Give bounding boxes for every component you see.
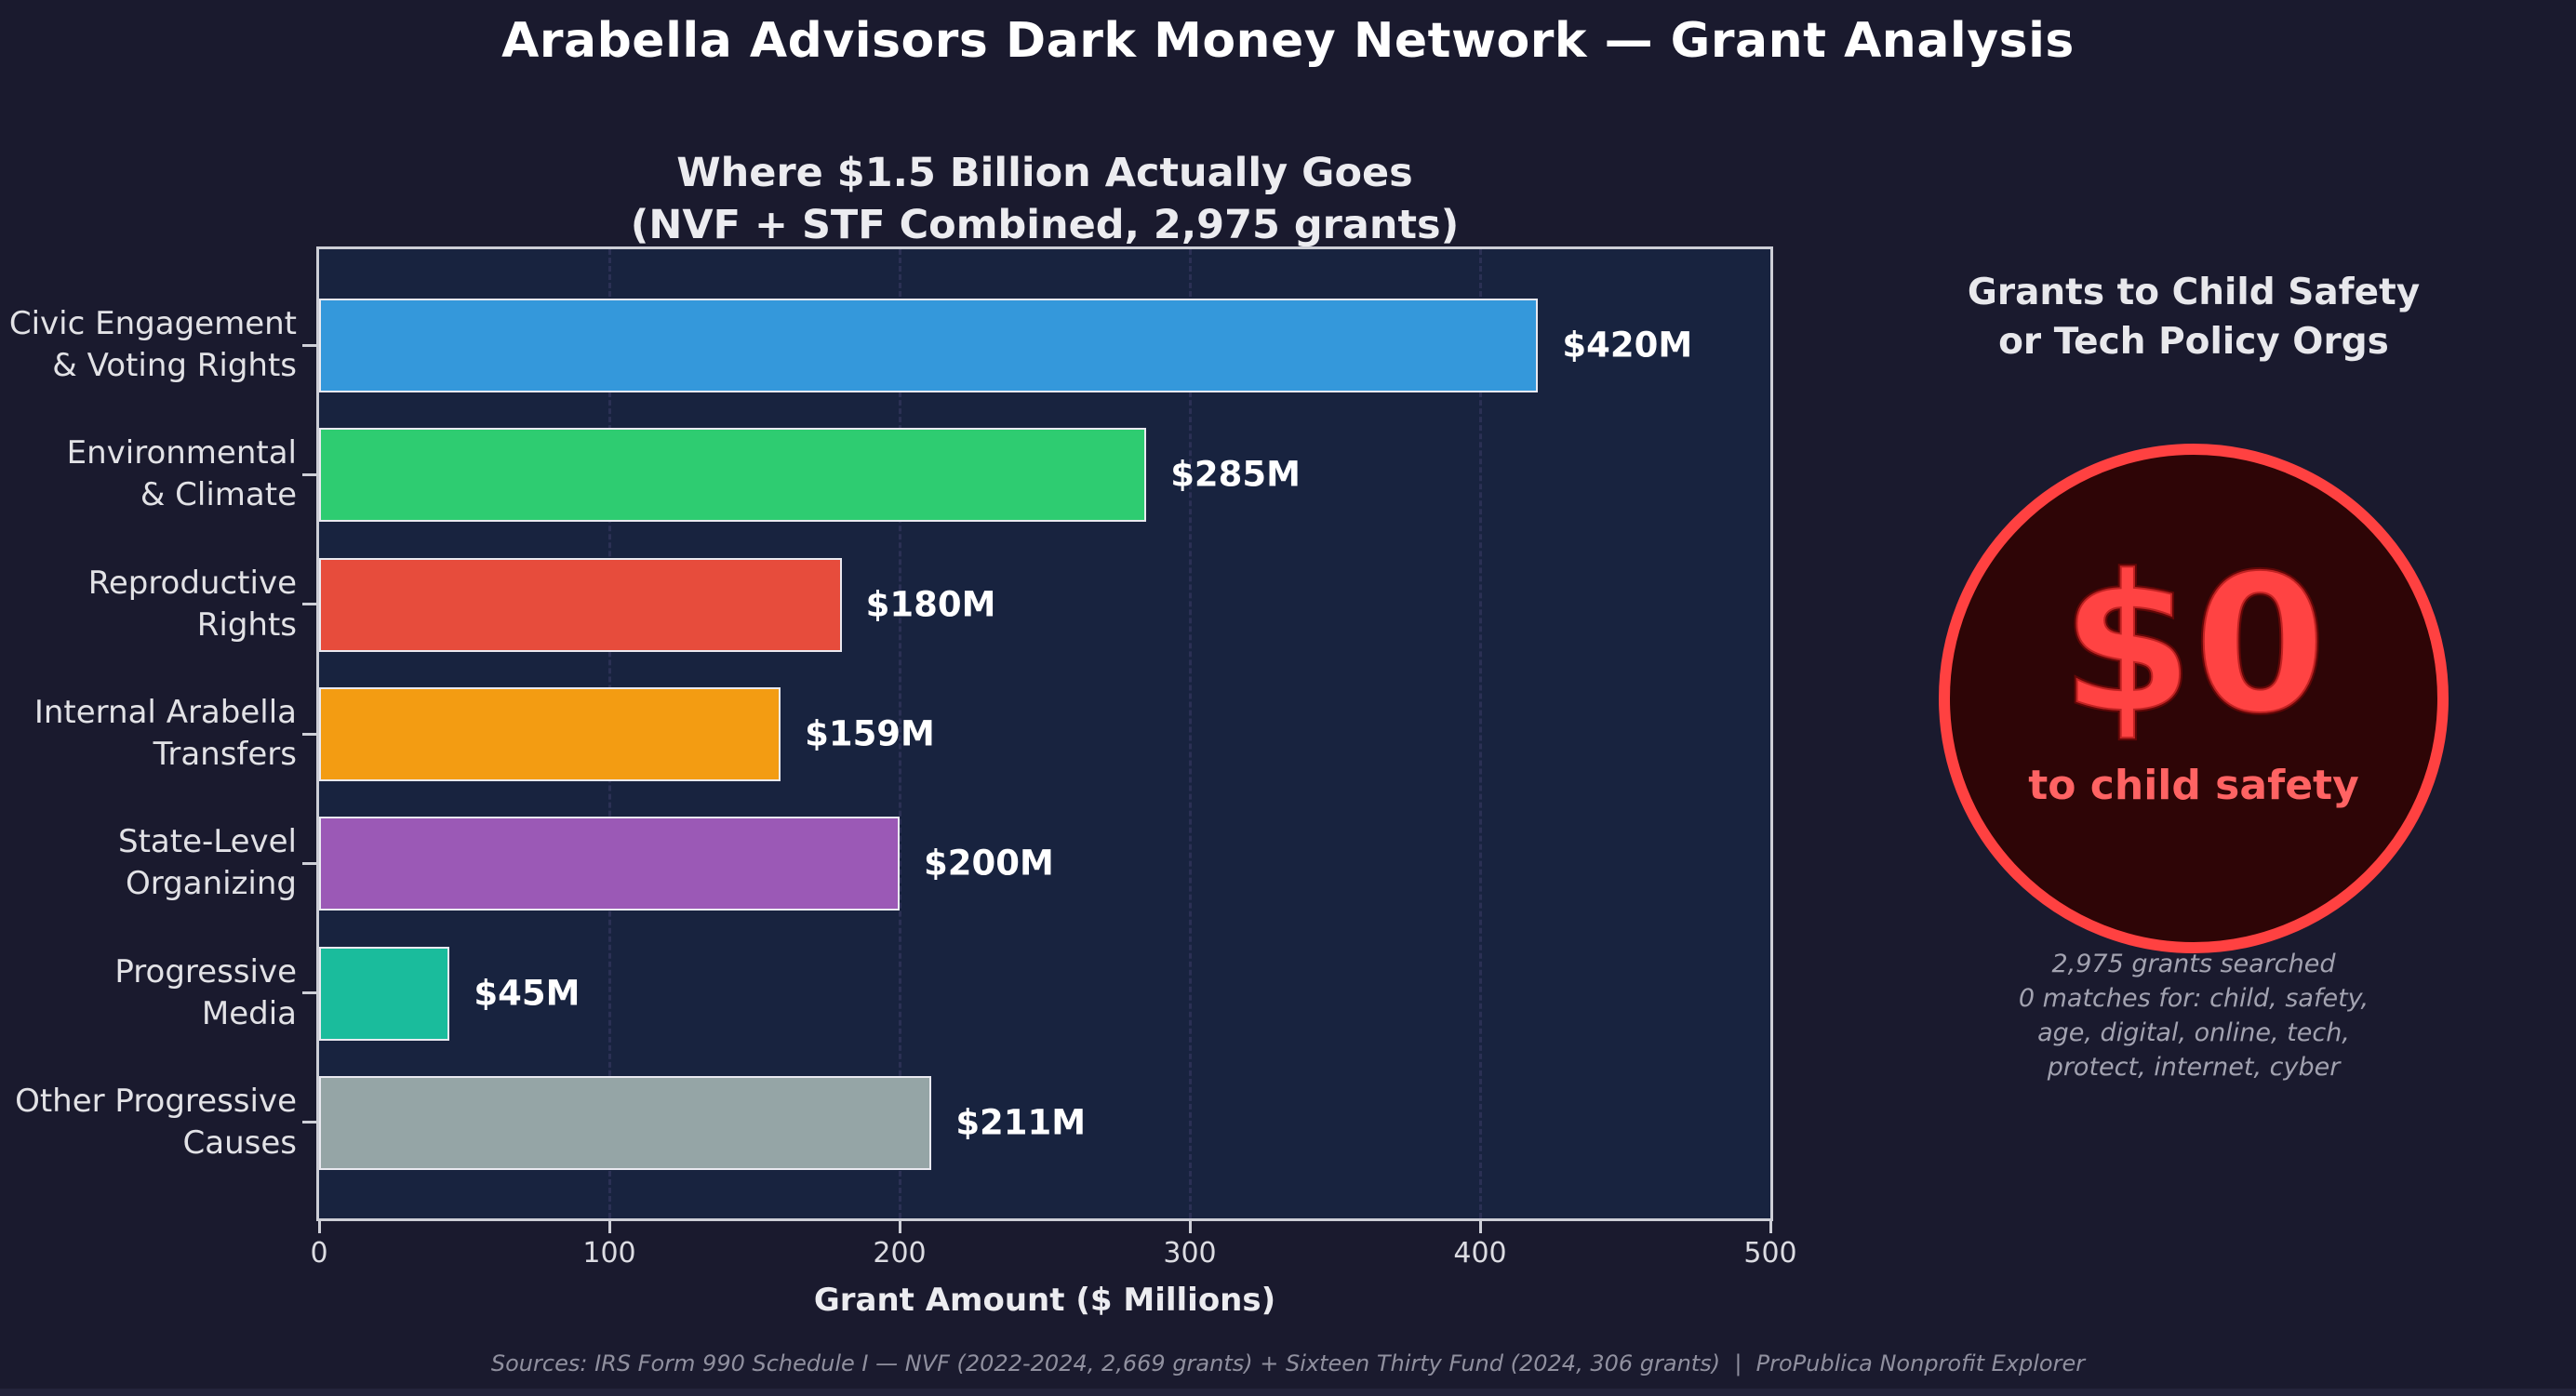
category-label: State-Level Organizing	[118, 821, 297, 905]
category-label-line: Transfers	[153, 736, 297, 773]
x-tick-label: 0	[310, 1237, 328, 1270]
bar-value-label: $200M	[924, 843, 1054, 884]
x-tick-label: 200	[873, 1237, 927, 1270]
grant-bar	[319, 557, 842, 652]
y-tick	[302, 343, 319, 347]
grant-bar	[319, 428, 1147, 523]
x-tick	[317, 1221, 321, 1233]
category-label: Reproductive Rights	[88, 563, 297, 646]
y-tick	[302, 472, 319, 476]
bar-value-label: $211M	[955, 1102, 1087, 1143]
bar-value-label: $285M	[1170, 454, 1301, 495]
bar-value-label: $180M	[865, 584, 996, 625]
y-tick	[302, 732, 319, 736]
y-tick	[302, 991, 319, 995]
x-axis-label: Grant Amount ($ Millions)	[813, 1282, 1276, 1319]
category-label-line: Reproductive	[87, 564, 297, 602]
category-label-line: Progressive	[114, 952, 297, 990]
zero-caption: to child safety	[2028, 762, 2359, 809]
chart-title-line: Where $1.5 Billion Actually Goes	[676, 150, 1413, 196]
x-tick-label: 500	[1743, 1237, 1797, 1270]
grant-bar	[319, 299, 1539, 393]
category-label-line: State-Level	[117, 823, 297, 861]
category-label: Civic Engagement & Voting Rights	[9, 303, 297, 387]
category-label: Internal Arabella Transfers	[34, 692, 297, 776]
category-label-line: Other Progressive	[15, 1082, 297, 1120]
x-tick-label: 300	[1163, 1237, 1217, 1270]
search-note: 2,975 grants searched 0 matches for: chil…	[1915, 947, 2473, 1084]
category-label-line: Causes	[182, 1123, 297, 1162]
bar-value-label: $420M	[1562, 325, 1693, 366]
category-label-line: Organizing	[126, 865, 297, 903]
chart-title-line: (NVF + STF Combined, 2,975 grants)	[630, 202, 1460, 248]
y-tick	[302, 603, 319, 606]
category-label-line: Civic Engagement	[8, 305, 297, 343]
category-label-line: & Climate	[140, 476, 297, 514]
category-label: Progressive Media	[114, 951, 297, 1035]
category-label: Environmental & Climate	[67, 432, 297, 516]
source-footer: Sources: IRS Form 990 Schedule I — NVF (…	[490, 1350, 2086, 1376]
category-label-line: Internal Arabella	[33, 694, 297, 731]
x-tick	[1188, 1221, 1192, 1233]
zero-dollars-circle: $0 to child safety	[1939, 444, 2449, 953]
bottom-edge-strip	[0, 1389, 2576, 1396]
x-tick	[898, 1221, 901, 1233]
grant-bar	[319, 817, 900, 911]
category-label-line: & Voting Rights	[52, 347, 297, 385]
category-label-line: Media	[201, 994, 297, 1032]
grant-bar	[319, 687, 781, 781]
search-note-line: protect, internet, cyber	[2047, 1053, 2341, 1082]
search-note-line: 2,975 grants searched	[2051, 950, 2336, 978]
gridline	[899, 249, 901, 1218]
page-title: Arabella Advisors Dark Money Network — G…	[501, 13, 2075, 69]
y-tick	[302, 861, 319, 865]
right-panel-title-line: Grants to Child Safety	[1967, 272, 2421, 313]
zero-amount: $0	[2059, 535, 2328, 756]
right-panel-title: Grants to Child Safety or Tech Policy Org…	[1929, 268, 2458, 366]
category-label-line: Environmental	[66, 434, 297, 472]
x-tick	[1768, 1221, 1772, 1233]
x-tick	[1478, 1221, 1482, 1233]
category-label-line: Rights	[196, 605, 297, 644]
x-tick-label: 400	[1453, 1237, 1507, 1270]
search-note-line: age, digital, online, tech,	[2037, 1018, 2350, 1047]
grant-bar	[319, 946, 450, 1041]
chart-title: Where $1.5 Billion Actually Goes (NVF + S…	[319, 147, 1770, 251]
gridline	[1189, 249, 1192, 1218]
grant-bar	[319, 1075, 932, 1170]
right-panel-title-line: or Tech Policy Orgs	[1998, 321, 2389, 363]
bar-value-label: $45M	[474, 973, 581, 1014]
x-tick-label: 100	[582, 1237, 636, 1270]
search-note-line: 0 matches for: child, safety,	[2018, 984, 2369, 1013]
y-tick	[302, 1121, 319, 1124]
x-tick	[607, 1221, 611, 1233]
bar-value-label: $159M	[805, 713, 935, 754]
category-label: Other Progressive Causes	[15, 1081, 297, 1164]
gridline	[1479, 249, 1482, 1218]
